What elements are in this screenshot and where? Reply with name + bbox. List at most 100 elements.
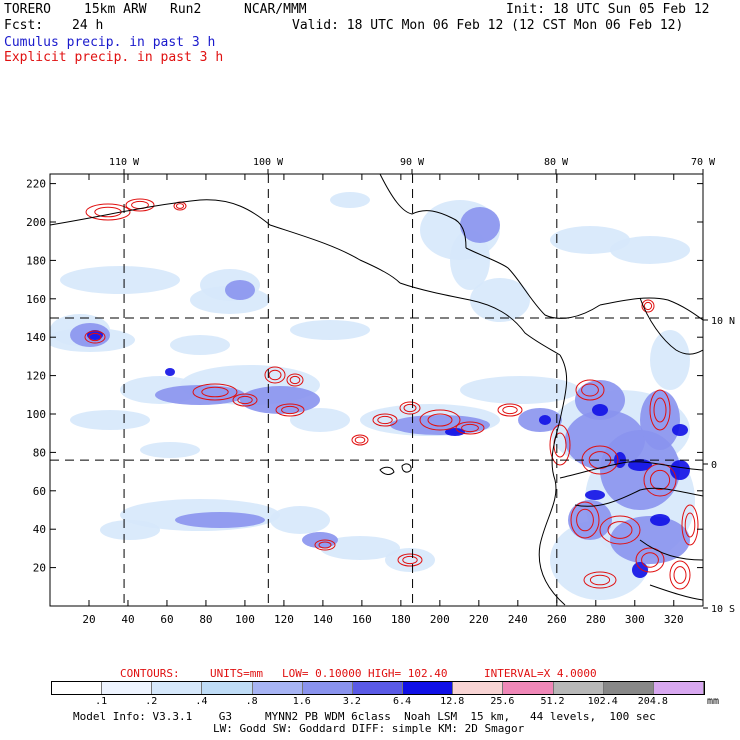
x-tick-label-40: 40 [121, 613, 134, 626]
explicit-contour [641, 299, 655, 313]
x-tick-label-100: 100 [235, 613, 255, 626]
explicit-contour [268, 369, 282, 381]
explicit-contour [455, 421, 485, 435]
x-tick-label-160: 160 [352, 613, 372, 626]
explicit-contour [502, 405, 518, 415]
explicit-contour [377, 415, 393, 425]
precip-cell [610, 236, 690, 264]
header-run: Run2 [170, 2, 202, 17]
explicit-contour [237, 395, 253, 405]
colorbar-label: 25.6 [490, 696, 515, 707]
x-tick-label-80: 80 [199, 613, 212, 626]
colorbar-label: .8 [245, 696, 258, 707]
header-fcst-value: 24 h [72, 18, 104, 33]
header-valid: Valid: 18 UTC Mon 06 Feb 12 (12 CST Mon … [292, 18, 684, 33]
precip-cell [320, 536, 400, 560]
colorbar-label: 3.2 [342, 696, 361, 707]
x-tick-label-140: 140 [313, 613, 333, 626]
explicit-contour [314, 539, 336, 551]
coastline-colombia [538, 354, 568, 606]
explicit-contour [669, 560, 691, 590]
colorbar [51, 681, 705, 695]
explicit-contour [289, 375, 301, 385]
explicit-contour [354, 436, 366, 444]
colorbar-swatch [503, 682, 554, 694]
header-model: TORERO [4, 2, 51, 17]
x-tick-label-240: 240 [508, 613, 528, 626]
precip-cell [290, 408, 350, 432]
x-tick-label-20: 20 [82, 613, 95, 626]
explicit-contour [372, 413, 398, 427]
lon-label: 70 W [691, 157, 716, 168]
y-tick-label-160: 160 [26, 293, 46, 306]
precip-cell [460, 376, 580, 404]
colorbar-swatch [202, 682, 253, 694]
precip-cell [539, 415, 551, 425]
footer-physics: LW: Godd SW: Goddard DIFF: simple KM: 2D… [213, 722, 525, 735]
explicit-contour [635, 547, 665, 573]
contours-units: UNITS=mm [210, 667, 263, 680]
explicit-contour [318, 541, 332, 549]
explicit-contour [427, 413, 453, 427]
precip-cell [632, 562, 648, 578]
island-galapagos [401, 463, 412, 473]
colorbar-label: .1 [95, 696, 108, 707]
precip-cell [568, 500, 612, 540]
colorbar-swatch [252, 682, 303, 694]
colorbar-swatch [102, 682, 153, 694]
precip-cell [640, 390, 680, 450]
explicit-contour [681, 504, 699, 546]
precip-cell [170, 335, 230, 355]
explicit-contour [643, 301, 653, 311]
explicit-contour [583, 571, 617, 589]
precip-cell [460, 207, 500, 243]
precip-cell [650, 330, 690, 390]
colorbar-label: 12.8 [440, 696, 465, 707]
precip-cell [100, 520, 160, 540]
explicit-contour [125, 198, 155, 212]
coastline-caribbean-colombia [599, 297, 703, 321]
colorbar-label: 51.2 [540, 696, 565, 707]
precip-cell [290, 320, 370, 340]
y-tick-label-200: 200 [26, 216, 46, 229]
colorbar-swatch [302, 682, 353, 694]
precip-cell [450, 230, 490, 290]
explicit-contour [589, 574, 611, 586]
precip-cell [385, 548, 435, 572]
header-cumulus: Cumulus precip. in past 3 h [4, 35, 216, 50]
explicit-contour [402, 555, 418, 565]
x-tick-label-260: 260 [547, 613, 567, 626]
explicit-contour [649, 469, 671, 491]
contours-low: LOW= 0.10000 [282, 667, 362, 680]
border-peru-bolivia [649, 584, 703, 601]
coastline-central-america [399, 282, 561, 356]
explicit-contour [641, 552, 659, 568]
precip-cell [592, 404, 608, 416]
contours-interval: INTERVAL=X 4.0000 [484, 667, 597, 680]
colorbar-swatch [403, 682, 454, 694]
explicit-contour [581, 383, 599, 397]
lon-label: 110 W [109, 157, 140, 168]
explicit-contour [419, 409, 461, 431]
explicit-contour [599, 515, 641, 545]
border-peru-brazil [639, 539, 703, 561]
precip-cell [610, 516, 690, 564]
colorbar-swatch [453, 682, 504, 694]
border-colombia-ecuador [559, 461, 703, 479]
explicit-contour [399, 401, 421, 415]
precip-cell [87, 330, 103, 340]
coastline-mexico [50, 199, 401, 284]
explicit-contour [201, 386, 229, 398]
precip-cell [302, 532, 338, 548]
colorbar-swatch [52, 682, 103, 694]
explicit-contour [264, 366, 286, 384]
contours-high: HIGH= 102.40 [368, 667, 448, 680]
lat-label: 10 N [711, 316, 735, 327]
colorbar-label: 102.4 [587, 696, 618, 707]
explicit-contour [275, 403, 305, 417]
header-resolution: 15km ARW [84, 2, 147, 17]
colorbar-swatch [352, 682, 404, 694]
border-ecuador-peru [574, 487, 703, 507]
y-tick-label-80: 80 [33, 446, 46, 459]
x-tick-label-300: 300 [625, 613, 645, 626]
